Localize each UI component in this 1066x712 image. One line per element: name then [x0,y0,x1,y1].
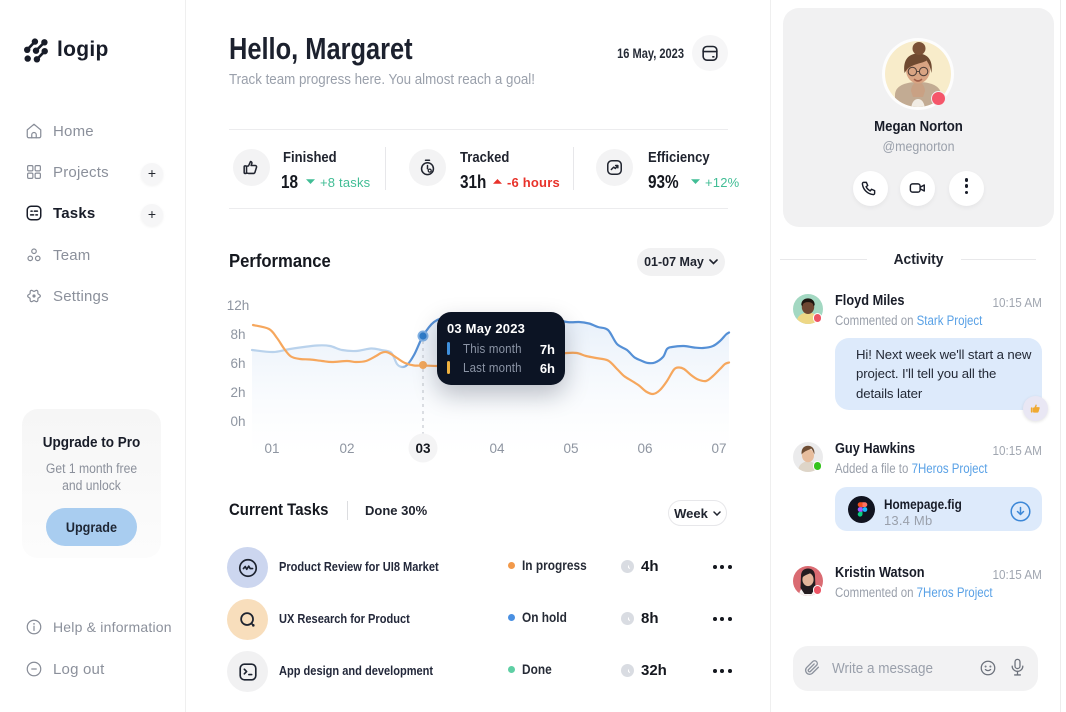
svg-text:12h: 12h [227,298,250,313]
svg-text:05: 05 [563,441,578,456]
svg-text:07: 07 [711,441,726,456]
svg-text:01: 01 [264,441,279,456]
svg-text:04: 04 [489,441,505,456]
svg-text:8h: 8h [230,327,245,342]
svg-text:03: 03 [415,441,431,456]
svg-text:0h: 0h [230,414,245,429]
svg-text:2h: 2h [230,385,245,400]
svg-text:02: 02 [339,441,354,456]
svg-text:6h: 6h [230,356,245,371]
svg-text:06: 06 [637,441,652,456]
